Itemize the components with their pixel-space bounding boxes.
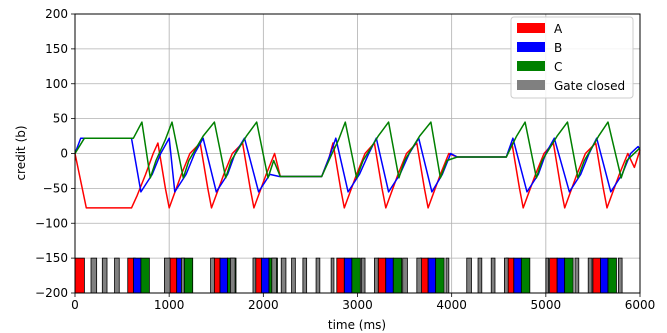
series-line-c (74, 121, 641, 179)
bar-gate-closed (490, 257, 496, 294)
bar-gate-closed (252, 257, 257, 294)
bar-a (74, 257, 85, 294)
legend-swatch-a (517, 23, 545, 33)
bar-gate-closed (229, 257, 236, 294)
bar-b (600, 257, 609, 294)
bar-gate-closed (291, 257, 296, 294)
bar-gate-closed (445, 257, 450, 294)
x-axis-label: time (ms) (328, 318, 386, 332)
legend-label-c: C (554, 60, 562, 74)
y-axis-label: credit (b) (14, 125, 28, 180)
bar-gate-closed (90, 257, 98, 294)
bar-gate-closed (210, 257, 215, 294)
bar-gate-closed (302, 257, 308, 294)
bar-gate-closed (503, 257, 509, 294)
bar-gate-closed (315, 257, 321, 294)
bar-gate-closed (574, 257, 580, 294)
bar-b (385, 257, 394, 294)
legend-swatch-c (517, 61, 545, 71)
bar-c (435, 257, 445, 294)
x-tick-label: 1000 (154, 298, 185, 312)
bar-gate-closed (545, 257, 550, 294)
bar-b (343, 257, 353, 294)
x-tick-label: 6000 (625, 298, 656, 312)
bar-gate-closed (477, 257, 483, 294)
x-tick-label: 5000 (531, 298, 562, 312)
y-axis: −200 −150 −100 −50 0 50 100 150 200 (35, 7, 75, 300)
bar-gate-closed (280, 257, 287, 294)
bar-a (336, 257, 345, 294)
bar-c (564, 257, 574, 294)
x-axis: 0 1000 2000 3000 4000 5000 6000 (71, 293, 655, 312)
x-tick-label: 0 (71, 298, 79, 312)
y-tick-label: 0 (60, 147, 68, 161)
bar-gate-closed (587, 257, 593, 294)
bar-b (513, 257, 522, 294)
series-lines (74, 121, 641, 209)
legend-swatch-b (517, 42, 545, 52)
y-tick-label: −150 (35, 251, 68, 265)
bar-c (607, 257, 617, 294)
bar-b (132, 257, 142, 294)
bar-gate-closed (374, 257, 379, 294)
y-tick-label: −100 (35, 216, 68, 230)
x-tick-label: 4000 (436, 298, 467, 312)
bar-gate-closed (164, 257, 171, 294)
y-tick-label: −50 (43, 181, 68, 195)
bar-a (377, 257, 387, 294)
bar-b (427, 257, 437, 294)
bar-gate-closed (330, 257, 335, 294)
bar-gate-closed (360, 257, 366, 294)
bar-gate-closed (181, 257, 185, 294)
bar-a (592, 257, 601, 294)
bar-c (140, 257, 150, 294)
series-line-a (74, 142, 641, 209)
bar-c (183, 257, 194, 294)
y-tick-label: 150 (45, 42, 68, 56)
bar-gate-closed (101, 257, 108, 294)
bar-c (520, 257, 531, 294)
bar-b (219, 257, 228, 294)
bar-c (392, 257, 403, 294)
y-tick-label: −200 (35, 286, 68, 300)
bar-gate-closed (416, 257, 422, 294)
gate-bars (74, 257, 623, 294)
bar-gate-closed (617, 257, 623, 294)
legend-label-b: B (554, 41, 562, 55)
bar-gate-closed (114, 257, 120, 294)
bar-b (261, 257, 270, 294)
bar-gate-closed (466, 257, 472, 294)
x-tick-label: 2000 (248, 298, 279, 312)
legend-label-a: A (554, 22, 563, 36)
y-tick-label: 100 (45, 77, 68, 91)
legend: ABC Gate closed (510, 16, 634, 99)
legend-frame (510, 16, 634, 99)
x-tick-label: 3000 (342, 298, 373, 312)
bar-a (549, 257, 558, 294)
bar-b (556, 257, 566, 294)
bar-gate-closed (271, 257, 277, 294)
legend-label-gate-closed: Gate closed (554, 79, 625, 93)
bar-c (351, 257, 361, 294)
y-tick-label: 200 (45, 7, 68, 21)
legend-swatch-gate-closed (517, 80, 545, 90)
y-tick-label: 50 (53, 112, 68, 126)
bar-gate-closed (402, 257, 408, 294)
